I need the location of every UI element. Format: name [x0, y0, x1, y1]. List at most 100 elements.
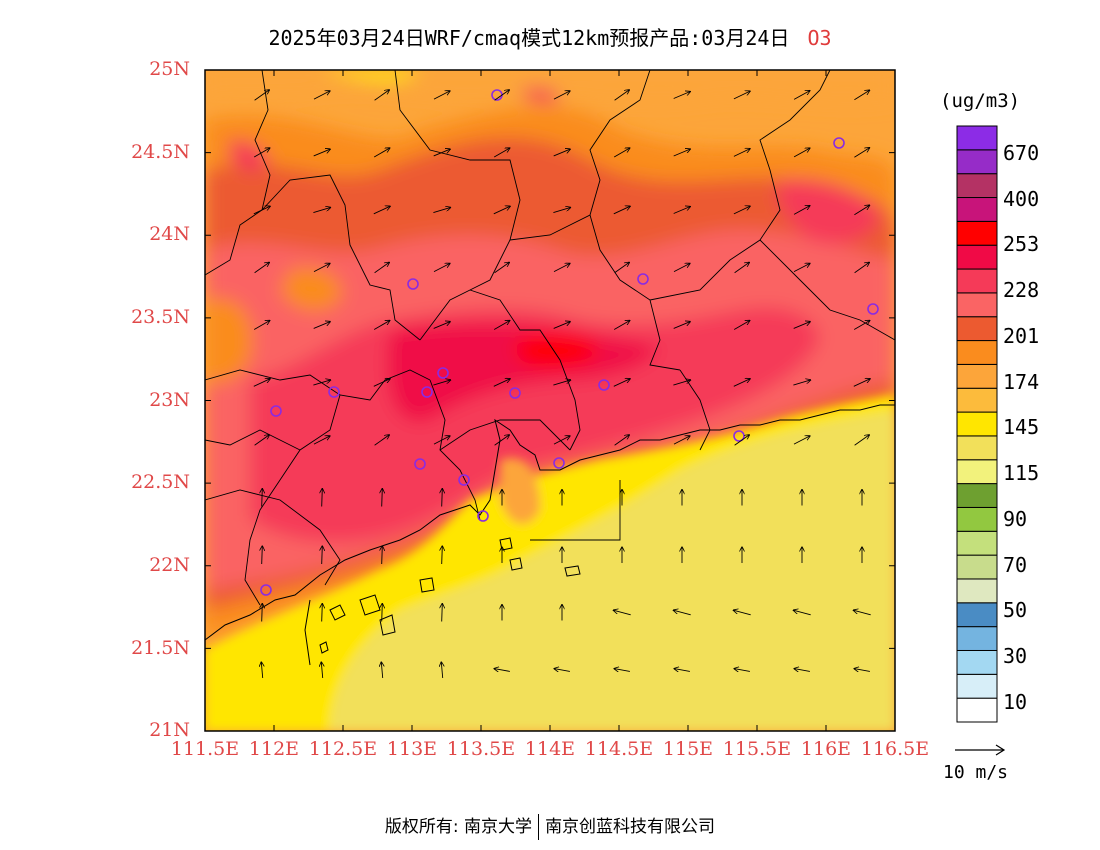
wind-arrow	[313, 436, 330, 445]
coastline	[205, 404, 895, 666]
lon-label: 115.5E	[722, 738, 792, 760]
wind-arrow	[313, 380, 330, 386]
wind-arrow	[441, 662, 442, 679]
wind-arrow	[553, 436, 570, 445]
wind-arrow	[433, 149, 451, 157]
wind-arrow	[262, 546, 263, 565]
wind-reference-arrow	[955, 744, 1006, 756]
wind-arrow	[733, 149, 750, 157]
copyright-left: 版权所有: 南京大学	[384, 817, 533, 837]
colorbar-swatch	[956, 268, 998, 294]
wind-arrow	[373, 206, 390, 215]
wind-arrow	[261, 662, 262, 679]
wind-arrow	[493, 148, 510, 158]
wind-reference-label: 10 m/s	[943, 762, 1009, 783]
wind-arrow	[322, 489, 323, 507]
lon-label: 114.5E	[584, 738, 654, 760]
wind-arrow	[374, 435, 390, 446]
admin-boundaries	[205, 70, 895, 606]
wind-arrow	[854, 669, 870, 672]
wind-arrow	[733, 91, 750, 100]
lat-label: 22N	[149, 554, 190, 576]
colorbar-swatch	[956, 340, 998, 365]
wind-arrow	[374, 262, 390, 274]
wind-arrow	[854, 90, 869, 101]
wind-arrow	[382, 546, 383, 565]
lat-label: 24.5N	[131, 141, 190, 163]
wind-arrow	[793, 263, 810, 273]
colorbar-swatch	[956, 363, 998, 389]
colorbar-swatch	[956, 173, 998, 199]
wind-arrow	[493, 379, 510, 387]
wind-arrow	[553, 380, 570, 386]
title-text: 2025年03月24日WRF/cmaq模式12km预报产品:03月24日	[268, 26, 790, 50]
wind-arrow	[854, 148, 869, 158]
colorbar-swatch	[956, 554, 998, 580]
wind-arrow	[433, 322, 451, 329]
wind-arrow	[433, 91, 450, 100]
station-marker	[637, 273, 649, 285]
colorbar-swatch	[956, 220, 998, 246]
lon-label: 113E	[386, 738, 438, 760]
wind-arrow	[253, 206, 270, 215]
lat-label: 22.5N	[131, 471, 190, 493]
wind-arrow	[793, 610, 811, 616]
wind-arrow	[442, 604, 443, 622]
wind-arrow	[614, 262, 630, 274]
station-marker	[270, 405, 282, 417]
wind-arrow	[373, 379, 390, 387]
wind-arrow	[673, 436, 690, 445]
station-marker	[414, 458, 426, 470]
wind-arrow	[614, 90, 630, 101]
wind-arrow	[382, 604, 383, 622]
station-marker	[328, 386, 340, 398]
wind-arrow	[613, 610, 631, 616]
wind-arrow	[494, 435, 510, 446]
wind-arrow	[793, 380, 810, 386]
lat-label: 23.5N	[131, 306, 190, 328]
colorbar-label: 90	[1003, 507, 1028, 531]
wind-arrow	[853, 321, 870, 330]
wind-arrow	[673, 207, 691, 214]
station-marker	[407, 278, 419, 290]
wind-arrow	[553, 322, 571, 329]
wind-arrow	[613, 148, 630, 158]
wind-arrow	[313, 207, 330, 214]
wind-arrow	[614, 435, 630, 446]
wind-arrow	[254, 90, 270, 101]
colorbar-label: 10	[1003, 690, 1028, 714]
wind-arrow	[793, 148, 810, 158]
colorbar-swatch	[956, 673, 998, 699]
wind-arrow	[494, 90, 510, 101]
colorbar-swatch	[956, 626, 998, 651]
lat-label: 21.5N	[131, 637, 190, 659]
colorbar-label: 253	[1003, 232, 1040, 256]
lat-label: 24N	[149, 223, 190, 245]
wind-arrow	[733, 379, 750, 387]
colorbar	[956, 125, 998, 723]
wind-arrow	[494, 262, 510, 274]
colorbar-label: 400	[1003, 187, 1040, 211]
lat-label: 21N	[149, 719, 190, 741]
wind-arrow	[673, 322, 691, 329]
lat-label: 25N	[149, 58, 190, 80]
axis-ticks	[204, 69, 896, 732]
wind-arrow	[793, 206, 810, 215]
wind-arrow	[373, 148, 390, 158]
wind-arrow	[373, 321, 390, 330]
colorbar-swatch	[956, 435, 998, 461]
wind-arrow	[442, 546, 443, 565]
wind-arrow	[854, 262, 870, 274]
colorbar-label: 115	[1003, 461, 1040, 485]
station-marker	[833, 137, 845, 149]
wind-arrow	[382, 489, 383, 507]
colorbar-swatch	[956, 649, 998, 675]
wind-arrow	[253, 321, 270, 330]
wind-arrow	[313, 91, 330, 100]
wind-arrow	[433, 380, 450, 386]
wind-arrow	[433, 436, 450, 445]
colorbar-label: 228	[1003, 278, 1040, 302]
colorbar-label: 30	[1003, 644, 1028, 668]
wind-arrow	[854, 205, 869, 216]
wind-arrow	[313, 263, 330, 273]
